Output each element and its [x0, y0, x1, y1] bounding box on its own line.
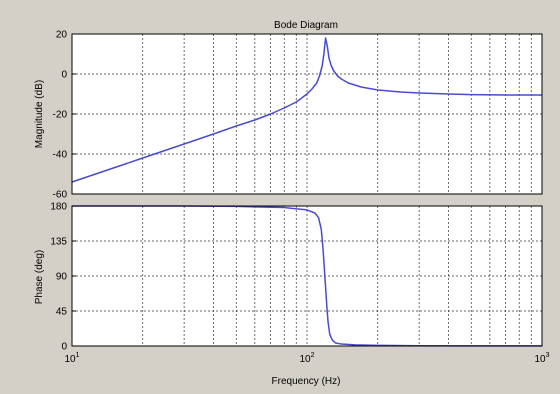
- phase-y-tick-label: 135: [50, 237, 67, 248]
- magnitude-series-line: [71, 37, 542, 183]
- magnitude-y-tick-label: 0: [61, 70, 67, 81]
- x-axis-label: Frequency (Hz): [272, 376, 341, 387]
- magnitude-y-tick-label: -40: [53, 150, 68, 161]
- x-tick-base: 10: [299, 354, 311, 365]
- magnitude-y-tick-label: -20: [53, 110, 68, 121]
- magnitude-y-tick-label: 20: [56, 30, 68, 41]
- phase-y-tick-label: 90: [56, 272, 68, 283]
- magnitude-axes-box: [71, 33, 543, 195]
- x-tick-exponent: 1: [76, 352, 80, 359]
- x-tick-base: 10: [64, 354, 76, 365]
- x-tick-exponent: 3: [546, 352, 550, 359]
- x-tick-label: 102: [299, 352, 314, 365]
- chart-title: Bode Diagram: [274, 20, 338, 31]
- phase-y-tick-label: 45: [56, 307, 68, 318]
- magnitude-y-label: Magnitude (dB): [34, 80, 45, 148]
- x-tick-label: 103: [534, 352, 549, 365]
- phase-y-label: Phase (deg): [34, 250, 45, 304]
- phase-axes-box: [71, 205, 543, 347]
- x-tick-base: 10: [534, 354, 546, 365]
- phase-y-tick-label: 180: [50, 202, 67, 213]
- x-tick-label: 101: [64, 352, 79, 365]
- phase-y-tick-label: 0: [61, 342, 67, 353]
- x-tick-exponent: 2: [311, 352, 315, 359]
- phase-series-line: [72, 205, 543, 347]
- magnitude-y-tick-label: -60: [53, 190, 68, 201]
